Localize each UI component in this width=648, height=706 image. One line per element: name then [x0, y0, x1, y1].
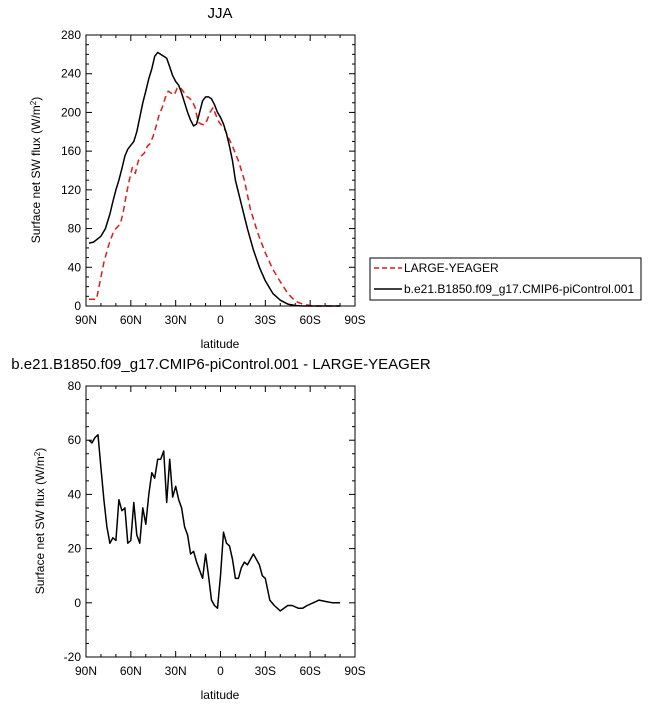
top-chart-title: JJA [207, 5, 232, 22]
top-x-tick-label: 30S [255, 313, 276, 327]
bottom-y-axis-label-tail: ) [33, 448, 47, 452]
bottom-x-tick-label: 30S [255, 664, 276, 678]
bottom-y-axis: -20 0 20 40 60 80 [64, 379, 355, 664]
bottom-x-tick-label: 30N [165, 664, 187, 678]
bottom-y-tick-label: 60 [68, 433, 82, 447]
top-y-tick-label: 80 [68, 222, 82, 236]
top-y-axis: 0 40 80 120 160 200 240 280 [61, 28, 355, 313]
top-y-tick-label: 160 [61, 144, 81, 158]
bottom-chart-title: b.e21.B1850.f09_g17.CMIP6-piControl.001 … [11, 356, 431, 373]
bottom-x-tick-label: 90S [344, 664, 365, 678]
bottom-x-tick-label: 90N [75, 664, 97, 678]
legend-label-picontrol: b.e21.B1850.f09_g17.CMIP6-piControl.001 [404, 282, 634, 296]
bottom-x-tick-label: 60S [299, 664, 320, 678]
top-x-tick-label: 30N [165, 313, 187, 327]
top-y-tick-label: 120 [61, 183, 81, 197]
top-x-tick-label: 90N [75, 313, 97, 327]
bottom-plot-area [88, 434, 341, 612]
top-x-tick-label: 90S [344, 313, 365, 327]
bottom-x-tick-label: 60N [120, 664, 142, 678]
bottom-chart: b.e21.B1850.f09_g17.CMIP6-piControl.001 … [11, 356, 431, 702]
top-chart: JJA 90N 60N 30N 0 30S 60S 90S 0 40 80 120 160 200 24… [29, 5, 642, 351]
legend-label-large-yeager: LARGE-YEAGER [404, 261, 499, 275]
top-series-line-large-yeager [89, 86, 341, 307]
top-x-tick-label: 60S [299, 313, 320, 327]
top-y-tick-label: 0 [74, 299, 81, 313]
bottom-x-tick-label: 0 [217, 664, 224, 678]
bottom-y-axis-label-main: Surface net SW flux (W/m [33, 456, 47, 594]
bottom-x-axis: 90N 60N 30N 0 30S 60S 90S [75, 386, 366, 678]
top-y-axis-label-sup: 2 [29, 100, 38, 105]
top-x-axis-label: latitude [201, 337, 240, 351]
bottom-y-axis-label: Surface net SW flux (W/m2) [33, 448, 47, 594]
top-x-axis: 90N 60N 30N 0 30S 60S 90S [75, 35, 366, 327]
bottom-y-tick-label: 0 [74, 596, 81, 610]
bottom-y-tick-label: 20 [68, 542, 82, 556]
bottom-x-axis-label: latitude [201, 688, 240, 702]
top-y-axis-label-tail: ) [29, 97, 43, 101]
top-chart-legend: LARGE-YEAGER b.e21.B1850.f09_g17.CMIP6-p… [369, 257, 642, 301]
top-x-tick-label: 60N [120, 313, 142, 327]
bottom-y-tick-label: -20 [64, 650, 82, 664]
legend-box [369, 257, 642, 301]
top-chart-frame [85, 34, 356, 307]
top-y-tick-label: 280 [61, 28, 81, 42]
top-y-tick-label: 240 [61, 67, 81, 81]
bottom-series-line-difference [88, 434, 341, 612]
top-plot-area [88, 51, 341, 307]
bottom-y-axis-label-sup: 2 [33, 451, 42, 456]
top-series-line-b-e21-b1850-f09-g17-cmip6-picontrol-001 [88, 51, 341, 307]
top-x-tick-label: 0 [217, 313, 224, 327]
top-y-axis-label-main: Surface net SW flux (W/m [29, 105, 43, 243]
bottom-y-tick-label: 40 [68, 487, 82, 501]
top-y-tick-label: 40 [68, 260, 82, 274]
top-y-axis-label: Surface net SW flux (W/m2) [29, 97, 43, 243]
top-y-tick-label: 200 [61, 105, 81, 119]
bottom-y-tick-label: 80 [68, 379, 82, 393]
